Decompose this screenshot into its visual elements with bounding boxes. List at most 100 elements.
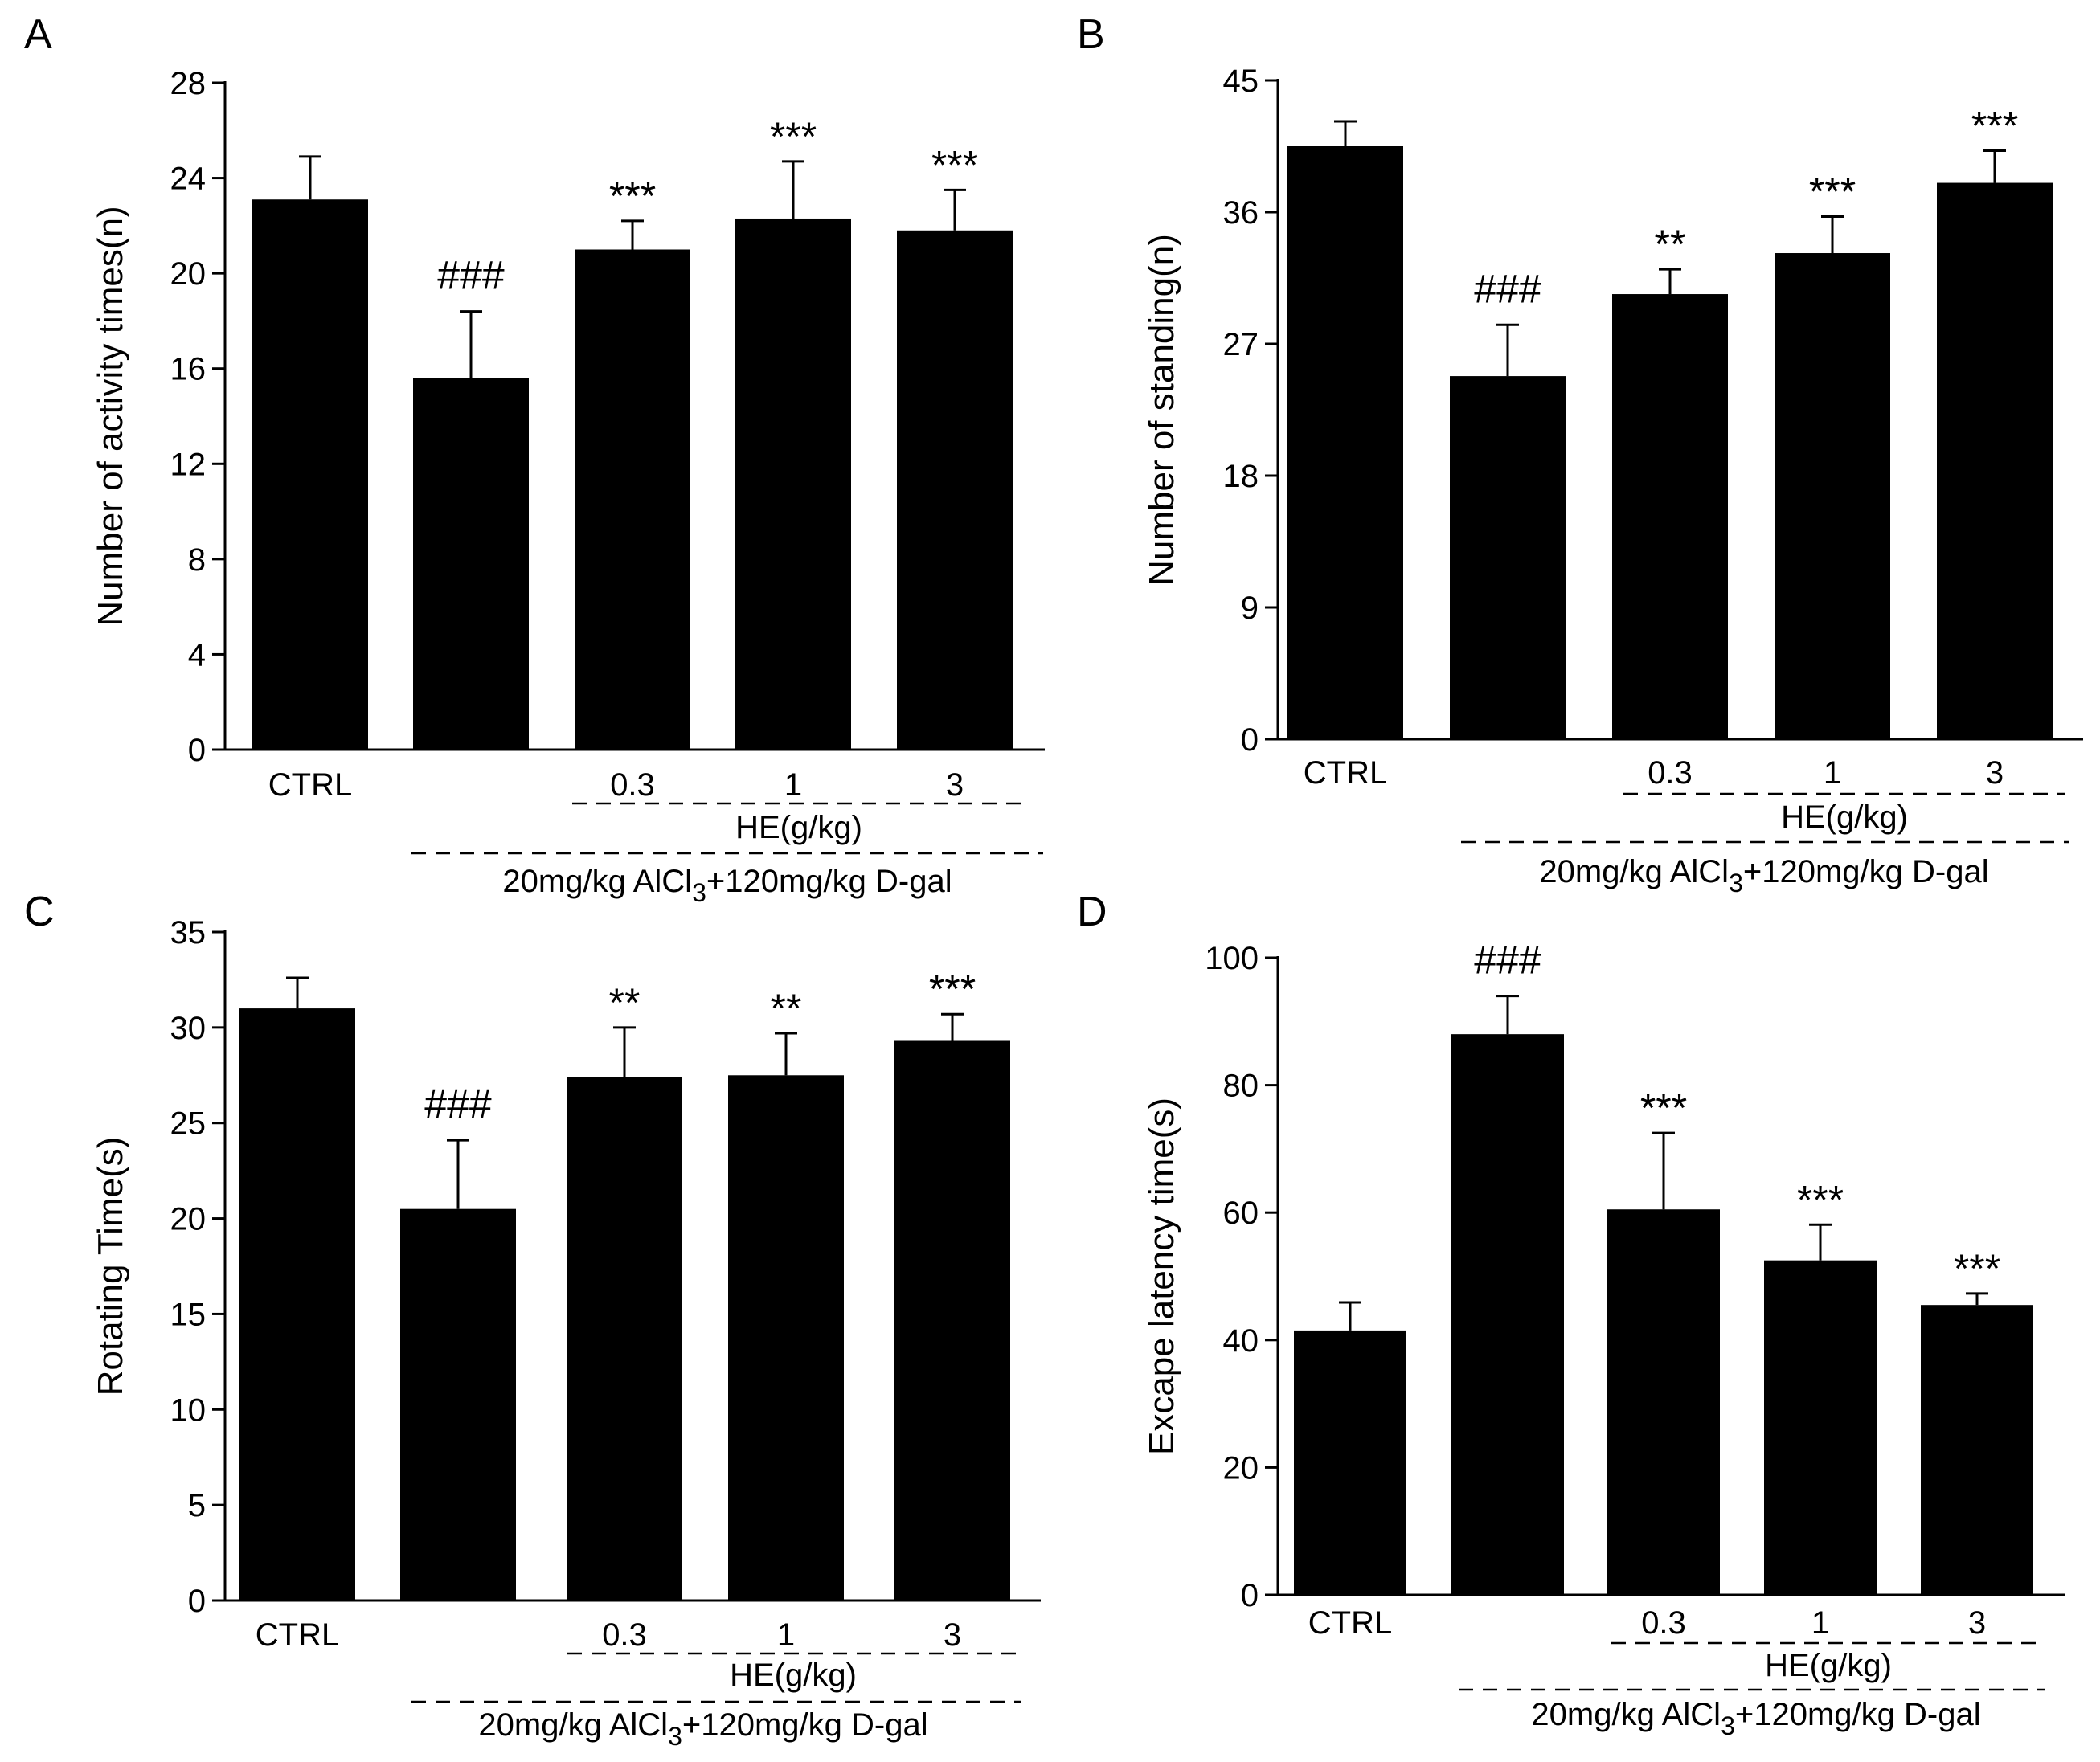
panel-letter: C: [24, 889, 55, 935]
panel-letter: D: [1077, 889, 1107, 935]
bar: [239, 1008, 355, 1601]
significance-label: **: [771, 986, 802, 1031]
panel-letter: B: [1077, 11, 1105, 58]
panel-letter: A: [24, 11, 52, 58]
bar: [1612, 294, 1728, 739]
treatment-label-subscript: 3: [1721, 1711, 1735, 1740]
treatment-label-prefix: 20mg/kg AlCl: [1531, 1697, 1721, 1732]
y-axis-title: Number of standing(n): [1142, 234, 1181, 586]
y-tick-label: 80: [1223, 1069, 1259, 1104]
y-tick-label: 20: [1223, 1450, 1259, 1486]
bar: [1775, 253, 1890, 739]
treatment-label-suffix: +120mg/kg D-gal: [706, 864, 952, 899]
treatment-label-prefix: 20mg/kg AlCl: [502, 864, 692, 899]
significance-label: ###: [1474, 266, 1541, 311]
treatment-label-suffix: +120mg/kg D-gal: [1743, 854, 1989, 889]
y-tick-label: 20: [170, 256, 207, 292]
significance-label: ###: [437, 253, 505, 298]
significance-label: ***: [1640, 1085, 1687, 1130]
category-label: 3: [1986, 755, 2004, 791]
bar: [735, 218, 851, 750]
bar: [400, 1208, 516, 1601]
significance-label: **: [1655, 222, 1686, 267]
category-label: CTRL: [1304, 755, 1387, 791]
category-label: 1: [784, 767, 802, 803]
bar: [252, 199, 368, 750]
category-label: CTRL: [256, 1617, 339, 1653]
category-label: 1: [1824, 755, 1841, 791]
dose-group-label: HE(g/kg): [735, 810, 862, 845]
chart-panel-C: C 0 5 10 15 20 25 30 35 Rotating Time(s) CTRL ### **…: [24, 889, 1041, 1751]
bar: [1764, 1260, 1877, 1595]
bar: [575, 249, 690, 750]
y-tick-label: 0: [1241, 1578, 1259, 1613]
category-label: 0.3: [610, 767, 655, 803]
y-tick-label: 45: [1223, 63, 1259, 99]
treatment-group-label: 20mg/kg AlCl3+120mg/kg D-gal: [478, 1707, 927, 1751]
y-tick-label: 10: [170, 1392, 207, 1428]
significance-label: ***: [1809, 169, 1856, 214]
category-label: 3: [944, 1617, 961, 1653]
treatment-group-label: 20mg/kg AlCl3+120mg/kg D-gal: [502, 864, 952, 907]
significance-label: ***: [1797, 1177, 1844, 1222]
category-label: 3: [946, 767, 964, 803]
y-tick-label: 0: [1241, 722, 1259, 758]
y-axis-title: Rotating Time(s): [91, 1137, 130, 1396]
y-tick-label: 16: [170, 352, 207, 387]
treatment-label-suffix: +120mg/kg D-gal: [1735, 1697, 1981, 1732]
category-label: 0.3: [602, 1617, 647, 1653]
category-label: 0.3: [1648, 755, 1693, 791]
y-tick-label: 35: [170, 915, 207, 950]
bar: [897, 230, 1013, 750]
bar: [567, 1077, 682, 1601]
dose-group-label: HE(g/kg): [1765, 1648, 1892, 1683]
y-tick-label: 0: [188, 1584, 206, 1619]
significance-label: ***: [770, 114, 817, 159]
y-tick-label: 12: [170, 447, 207, 482]
treatment-group-label: 20mg/kg AlCl3+120mg/kg D-gal: [1531, 1697, 1980, 1740]
y-tick-label: 24: [170, 161, 207, 197]
y-tick-label: 0: [188, 733, 206, 768]
dose-group-label: HE(g/kg): [730, 1658, 857, 1693]
treatment-group-label: 20mg/kg AlCl3+120mg/kg D-gal: [1539, 854, 1988, 897]
bar: [1451, 1034, 1564, 1595]
y-tick-label: 27: [1223, 327, 1259, 362]
significance-label: **: [609, 980, 641, 1025]
bar: [1450, 376, 1566, 739]
treatment-label-subscript: 3: [668, 1722, 682, 1751]
bar: [413, 378, 529, 750]
y-tick-label: 9: [1241, 591, 1259, 626]
significance-label: ***: [609, 174, 656, 219]
y-tick-label: 100: [1205, 941, 1259, 976]
significance-label: ***: [931, 142, 978, 187]
treatment-label-subscript: 3: [1729, 869, 1743, 897]
y-axis-title: Excape latency time(s): [1142, 1098, 1181, 1455]
dose-group-label: HE(g/kg): [1781, 799, 1908, 835]
y-tick-label: 18: [1223, 459, 1259, 494]
treatment-label-suffix: +120mg/kg D-gal: [682, 1707, 928, 1743]
significance-label: ###: [424, 1081, 492, 1126]
category-label: 1: [777, 1617, 795, 1653]
bar: [1294, 1330, 1406, 1595]
category-label: CTRL: [268, 767, 352, 803]
bar: [1921, 1305, 2033, 1595]
bar: [1937, 182, 2053, 740]
bar: [1607, 1209, 1720, 1595]
significance-label: ***: [929, 967, 976, 1012]
category-label: CTRL: [1308, 1605, 1392, 1641]
y-tick-label: 15: [170, 1297, 207, 1332]
chart-panel-A: A 0 4 8 12 16 20 24 28 Number of activity times(n…: [24, 11, 1045, 907]
bar: [728, 1075, 844, 1601]
significance-label: ***: [1971, 103, 2018, 148]
bar: [1287, 146, 1403, 739]
y-tick-label: 40: [1223, 1323, 1259, 1359]
significance-label: ***: [1954, 1246, 2000, 1291]
y-tick-label: 20: [170, 1202, 207, 1237]
chart-panel-D: D 0 20 40 60 80 100 Excape latency time(s) CTRL #…: [1077, 889, 2065, 1740]
y-tick-label: 60: [1223, 1196, 1259, 1231]
y-tick-label: 36: [1223, 195, 1259, 231]
treatment-label-prefix: 20mg/kg AlCl: [478, 1707, 668, 1743]
y-tick-label: 8: [188, 542, 206, 578]
y-axis-title: Number of activity times(n): [91, 206, 130, 626]
